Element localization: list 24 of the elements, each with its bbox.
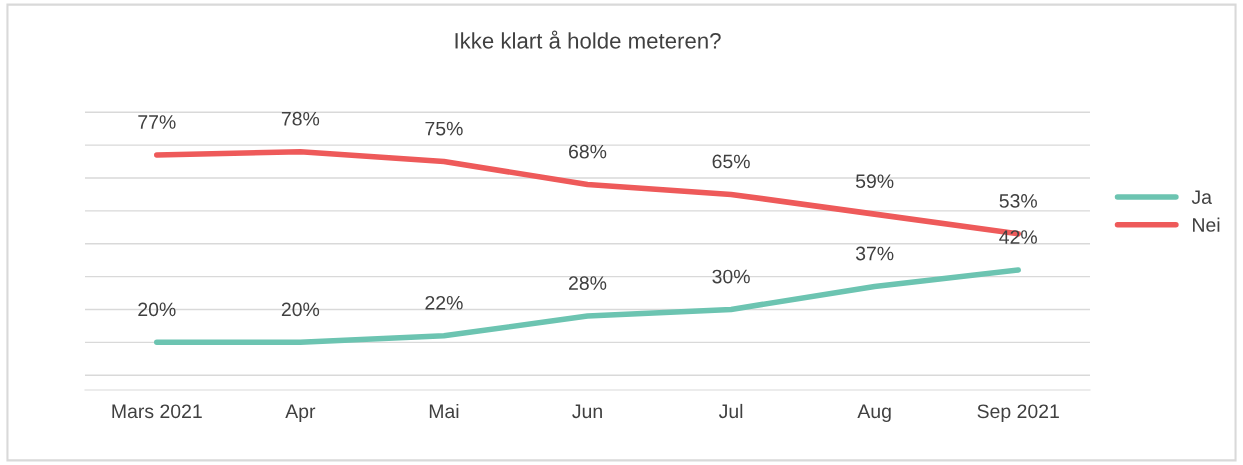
x-tick-label: Jun [572,404,602,419]
x-tick-label: Aug [857,404,891,423]
data-label: 75% [425,121,463,136]
data-label: 37% [855,246,894,261]
data-label: 78% [281,111,320,126]
legend-label: Ja [1191,190,1212,204]
data-label: 68% [569,144,607,159]
data-label: 30% [712,269,750,284]
data-label: 53% [999,194,1037,208]
x-tick-label: Sep 2021 [977,404,1059,423]
data-label: 20% [281,302,320,317]
x-tick-label: Apr [285,404,316,423]
x-tick-label: Mars 2021 [112,404,202,419]
data-label: 77% [138,115,176,129]
x-tick-label: Mai [429,403,459,419]
data-label: 42% [999,230,1037,244]
legend-label: Nei [1193,217,1220,232]
data-label: 22% [425,295,463,310]
data-label: 59% [855,174,894,189]
x-tick-label: Jul [718,403,743,419]
data-label: 20% [138,302,176,317]
data-label: 28% [569,276,607,290]
data-label: 65% [712,154,750,169]
chart-title: Ikke klart å holde meteren? [455,30,721,49]
